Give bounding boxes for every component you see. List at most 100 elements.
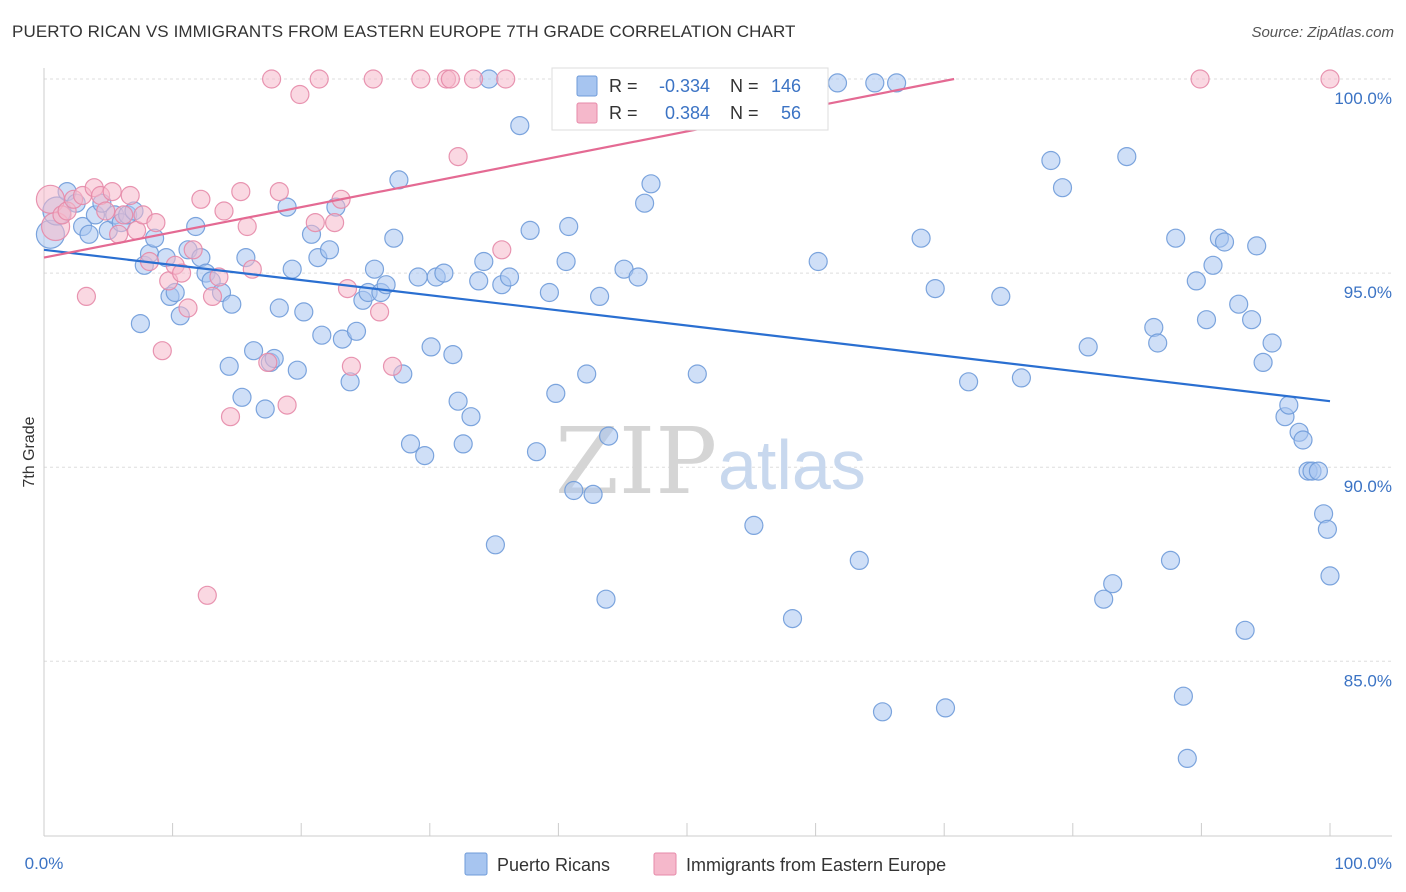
point-puerto-ricans-106 [991, 286, 1011, 306]
point-eastern-europe-49 [440, 69, 460, 89]
point-eastern-europe-46 [382, 356, 403, 376]
point-puerto-ricans-87 [628, 267, 648, 287]
bottom-legend-label-eastern-europe: Immigrants from Eastern Europe [686, 855, 946, 875]
point-puerto-ricans-82 [589, 286, 610, 306]
point-eastern-europe-17 [146, 213, 166, 233]
point-eastern-europe-28 [214, 201, 234, 221]
point-puerto-ricans-110 [1078, 337, 1098, 357]
y-tick-label-1: 95.0% [1344, 283, 1392, 302]
point-puerto-ricans-96 [808, 251, 828, 272]
point-eastern-europe-21 [172, 263, 192, 283]
point-puerto-ricans-98 [849, 550, 869, 571]
legend-n-value-2: 56 [781, 103, 801, 123]
point-puerto-ricans-53 [384, 228, 404, 248]
legend: R = -0.334 N = 146 R = 0.384 N = 56 [551, 67, 829, 131]
point-eastern-europe-9 [96, 201, 116, 221]
legend-n-value-1: 146 [771, 76, 801, 96]
point-puerto-ricans-121 [1196, 310, 1217, 330]
point-eastern-europe-40 [325, 213, 345, 233]
point-eastern-europe-13 [120, 185, 140, 206]
bottom-legend-swatch-puerto-ricans [464, 852, 488, 876]
point-puerto-ricans-139 [1317, 519, 1338, 539]
point-eastern-europe-42 [337, 279, 358, 299]
x-tick-label-min: 0.0% [25, 854, 64, 873]
point-puerto-ricans-132 [1279, 395, 1299, 415]
legend-r-value-2: 0.384 [665, 103, 710, 123]
point-puerto-ricans-134 [1293, 430, 1313, 450]
point-puerto-ricans-71 [499, 267, 520, 287]
point-puerto-ricans-125 [1229, 294, 1249, 314]
point-eastern-europe-25 [197, 585, 217, 605]
point-eastern-europe-36 [262, 69, 282, 89]
point-puerto-ricans-100 [872, 702, 893, 722]
point-puerto-ricans-91 [687, 364, 707, 384]
point-eastern-europe-26 [202, 286, 223, 306]
point-eastern-europe-37 [290, 84, 310, 105]
watermark-zip: ZIP [555, 408, 717, 515]
point-puerto-ricans-84 [598, 426, 619, 446]
bottom-legend: Puerto Ricans Immigrants from Eastern Eu… [464, 852, 946, 876]
point-puerto-ricans-28 [222, 294, 242, 314]
point-puerto-ricans-97 [827, 73, 848, 93]
point-puerto-ricans-117 [1166, 228, 1186, 248]
point-puerto-ricans-35 [269, 298, 289, 318]
point-puerto-ricans-115 [1148, 333, 1168, 353]
point-puerto-ricans-109 [1052, 178, 1073, 198]
bottom-legend-swatch-eastern-europe [653, 852, 677, 876]
point-puerto-ricans-39 [294, 302, 314, 322]
legend-swatch-eastern-europe [576, 102, 598, 124]
point-puerto-ricans-63 [448, 391, 468, 411]
point-puerto-ricans-74 [526, 442, 547, 462]
y-tick-labels: 100.0% 95.0% 90.0% 85.0% [1334, 89, 1392, 690]
point-eastern-europe-38 [305, 213, 325, 233]
point-eastern-europe-18 [152, 341, 172, 361]
point-eastern-europe-31 [237, 216, 257, 237]
point-puerto-ricans-103 [925, 279, 945, 299]
y-tick-label-3: 85.0% [1344, 671, 1392, 690]
point-puerto-ricans-140 [1320, 566, 1340, 586]
point-eastern-europe-50 [448, 147, 468, 167]
point-puerto-ricans-13 [130, 314, 150, 334]
point-eastern-europe-33 [258, 352, 278, 372]
point-eastern-europe-29 [220, 407, 241, 427]
y-tick-label-2: 90.0% [1344, 477, 1392, 496]
point-puerto-ricans-120 [1186, 271, 1206, 291]
point-puerto-ricans-79 [564, 480, 584, 501]
point-puerto-ricans-65 [461, 407, 481, 427]
point-eastern-europe-23 [183, 240, 203, 260]
point-eastern-europe-45 [370, 302, 390, 322]
x-ticks [43, 823, 1331, 836]
point-puerto-ricans-124 [1214, 232, 1235, 252]
point-puerto-ricans-128 [1247, 236, 1267, 256]
legend-box [551, 67, 829, 131]
point-puerto-ricans-73 [520, 220, 540, 240]
point-eastern-europe-30 [231, 182, 251, 202]
watermark: ZIP atlas [555, 408, 866, 515]
gridlines [44, 78, 1392, 662]
point-puerto-ricans-50 [364, 259, 385, 279]
point-puerto-ricans-94 [782, 608, 803, 629]
point-eastern-europe-39 [309, 69, 329, 89]
point-puerto-ricans-83 [596, 589, 616, 609]
point-eastern-europe-47 [411, 69, 431, 89]
point-puerto-ricans-89 [641, 174, 661, 194]
point-eastern-europe-22 [178, 298, 198, 318]
point-eastern-europe-54 [1190, 69, 1210, 89]
legend-swatch-puerto-ricans [576, 75, 598, 97]
point-eastern-europe-6 [76, 286, 97, 306]
point-puerto-ricans-118 [1173, 686, 1194, 706]
point-puerto-ricans-108 [1041, 150, 1061, 171]
point-puerto-ricans-67 [474, 251, 494, 272]
watermark-atlas: atlas [718, 426, 866, 504]
point-puerto-ricans-107 [1011, 368, 1032, 388]
legend-r-label-1: R = [609, 76, 638, 96]
point-eastern-europe-27 [209, 267, 229, 287]
point-puerto-ricans-38 [287, 360, 307, 380]
point-puerto-ricans-47 [346, 321, 367, 341]
legend-n-label-1: N = [730, 76, 759, 96]
point-puerto-ricans-129 [1253, 352, 1273, 372]
point-puerto-ricans-113 [1117, 147, 1137, 167]
point-puerto-ricans-104 [935, 698, 956, 718]
source-note: Source: ZipAtlas.com [1251, 24, 1394, 41]
